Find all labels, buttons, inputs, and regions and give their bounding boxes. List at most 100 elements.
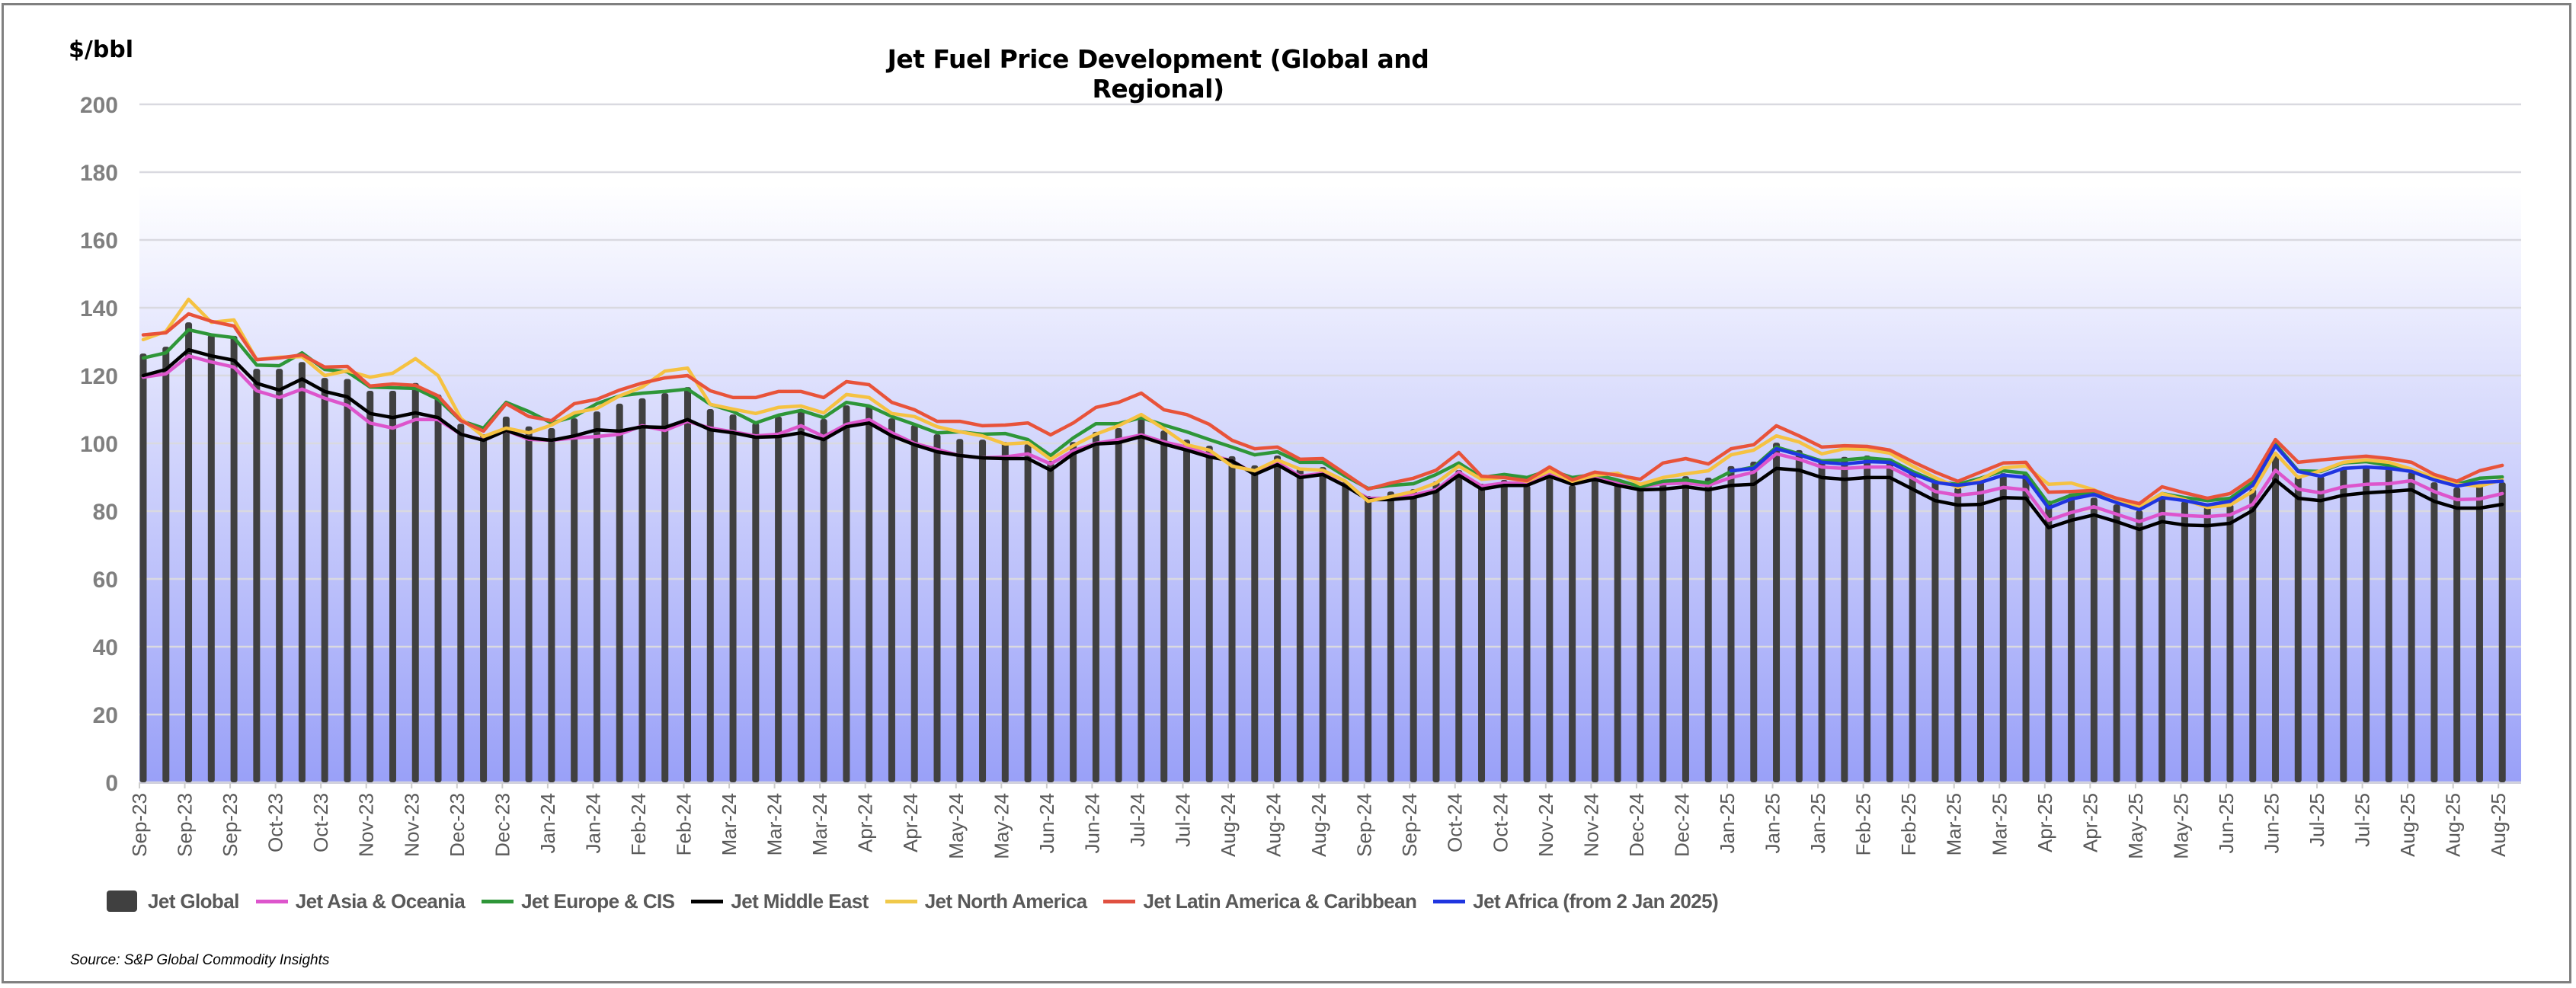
bar-jet-global [457, 424, 465, 782]
bar-jet-global [1614, 482, 1621, 782]
x-tick-label: Aug-24 [1307, 793, 1330, 857]
x-tick-label: Dec-24 [1670, 793, 1693, 857]
x-axis: Sep-23 Sep-23 Sep-23 Oct-23 Oct-23 Nov-23 Nov-… [128, 782, 2521, 859]
bar-jet-global [321, 378, 328, 782]
bar-jet-global [1319, 467, 1326, 782]
x-tick-label: Mar-25 [1988, 793, 2011, 855]
bar-jet-global [956, 439, 964, 782]
x-tick-label: Sep-23 [128, 793, 151, 857]
bar-jet-global [1024, 443, 1032, 782]
chart-title: Jet Fuel Price Development (Global and R… [887, 44, 1429, 104]
chart-frame [2, 3, 2571, 983]
y-tick-label: 120 [80, 364, 118, 389]
bar-jet-global [139, 353, 147, 782]
bar-jet-global [866, 405, 873, 782]
legend-label: Jet Europe & CIS [521, 889, 675, 913]
line-series [141, 297, 2504, 532]
x-tick-label: Aug-25 [2396, 793, 2419, 857]
bar-jet-global [1976, 481, 1984, 782]
legend-label: Jet North America [924, 889, 1087, 913]
legend-label: Jet Africa (from 2 Jan 2025) [1473, 889, 1719, 913]
legend-item: Jet Europe & CIS [482, 889, 675, 913]
x-tick-label: Jan-24 [581, 793, 604, 854]
x-tick-label: Feb-25 [1897, 793, 1920, 855]
bar-jet-global [1500, 480, 1508, 782]
x-tick-label: Sep-24 [1353, 793, 1376, 857]
bar-jet-global [1864, 456, 1871, 782]
x-tick-label: Feb-25 [1852, 793, 1875, 855]
legend-line-swatch-icon [255, 899, 288, 903]
x-tick-label: Dec-23 [446, 793, 469, 857]
legend-label: Jet Latin America & Caribbean [1143, 889, 1417, 913]
bar-jet-global [411, 382, 419, 782]
legend-label: Jet Asia & Oceania [295, 889, 466, 913]
bar-jet-global [2430, 482, 2438, 782]
bar-jet-global [2181, 501, 2188, 782]
bar-jet-global [752, 423, 760, 782]
bar-jet-global [2068, 493, 2075, 782]
bar-jet-global [1365, 495, 1372, 782]
bar-jet-global [1296, 468, 1304, 782]
bar-jet-global [571, 418, 578, 782]
bar-jet-global [1092, 431, 1099, 782]
bar-jet-global [434, 394, 442, 782]
bar-jet-global [1569, 485, 1576, 782]
y-axis-unit-label: $/bbl [69, 37, 134, 63]
bar-jet-global [1387, 491, 1394, 782]
bar-jet-global [1182, 440, 1190, 782]
x-tick-label: Jun-24 [1080, 793, 1103, 854]
bar-jet-global [344, 379, 351, 782]
bar-jet-global [1659, 480, 1667, 782]
x-tick-label: Oct-24 [1444, 793, 1467, 852]
bar-jet-global [2090, 497, 2098, 782]
bar-jet-global [1704, 477, 1712, 782]
x-tick-label: Aug-24 [1262, 793, 1285, 857]
legend-bar-swatch-icon [107, 890, 137, 912]
bar-jet-global [2294, 476, 2302, 782]
bar-jet-global [1001, 442, 1009, 782]
bar-jet-global [1274, 456, 1282, 782]
bar-jet-global [1999, 473, 2007, 782]
bar-jet-global [1637, 489, 1644, 782]
bar-series-jet-global [139, 322, 2506, 783]
x-tick-label: Mar-24 [718, 793, 741, 855]
x-tick-label: Nov-23 [355, 793, 378, 857]
bar-jet-global [2022, 473, 2030, 782]
legend-line-swatch-icon [885, 899, 917, 903]
bar-jet-global [820, 418, 827, 782]
x-tick-label: Jan-25 [1716, 793, 1739, 854]
y-tick-label: 140 [80, 296, 118, 321]
y-axis-ticks: 0 20 40 60 80 100 120 140 160 180 200 [80, 93, 118, 796]
x-tick-label: May-24 [945, 793, 968, 859]
legend-item: Jet Africa (from 2 Jan 2025) [1433, 889, 1719, 913]
bar-jet-global [684, 387, 692, 782]
x-tick-label: Sep-23 [174, 793, 197, 857]
source-note: Source: S&P Global Commodity Insights [70, 952, 330, 968]
bar-jet-global [1342, 481, 1349, 782]
legend-label: Jet Middle East [731, 889, 869, 913]
bar-jet-global [706, 409, 714, 782]
x-tick-label: Jan-25 [1806, 793, 1829, 854]
bar-jet-global [2045, 500, 2053, 782]
bar-jet-global [162, 347, 170, 782]
x-tick-label: Mar-25 [1943, 793, 1966, 855]
x-tick-label: Nov-24 [1579, 793, 1602, 857]
x-tick-label: Oct-24 [1489, 793, 1512, 852]
legend-line-swatch-icon [482, 899, 514, 903]
bar-jet-global [276, 369, 283, 783]
bar-jet-global [1886, 459, 1893, 782]
x-tick-label: Apr-24 [899, 793, 922, 852]
bar-jet-global [729, 414, 737, 782]
bar-jet-global [1954, 487, 1962, 782]
bar-jet-global [2249, 489, 2257, 782]
x-tick-label: Jun-25 [2261, 793, 2283, 854]
legend-item: Jet North America [885, 890, 1087, 913]
x-tick-label: Apr-25 [2078, 793, 2101, 852]
bar-jet-global [2363, 465, 2370, 782]
bar-jet-global [1682, 476, 1689, 782]
x-tick-label: Apr-24 [854, 793, 877, 852]
bar-jet-global [888, 418, 895, 782]
bar-jet-global [1160, 430, 1168, 782]
bar-jet-global [253, 369, 261, 783]
